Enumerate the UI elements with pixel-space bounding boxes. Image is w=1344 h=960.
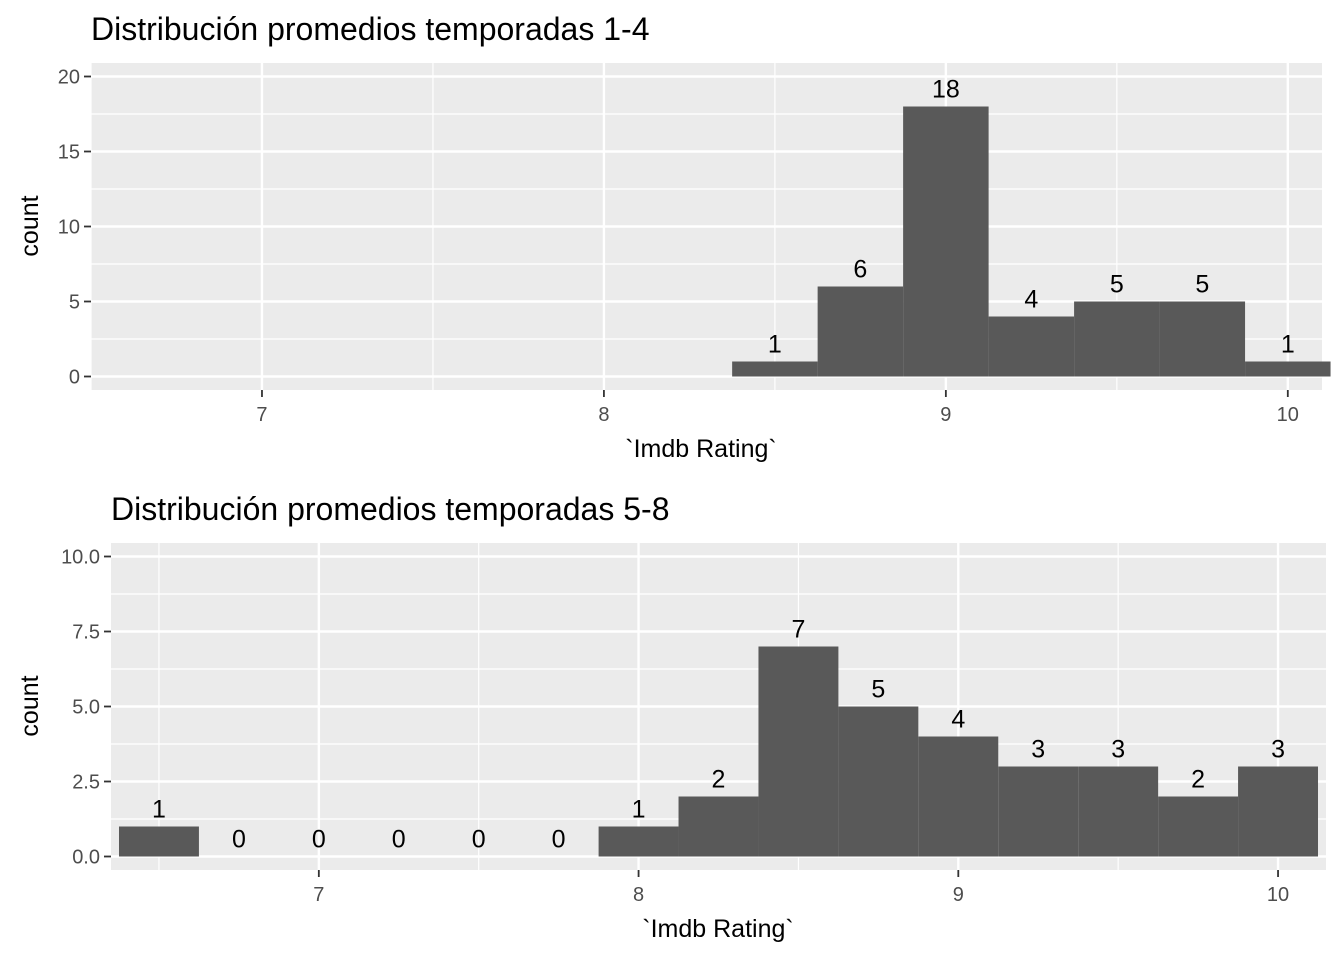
y-tick-label: 5 (69, 292, 80, 314)
x-tick-label: 10 (1277, 404, 1299, 426)
histogram-bar (918, 736, 999, 857)
histogram-bar (758, 646, 839, 857)
y-tick-label: 7.5 (72, 622, 100, 644)
bar-count-label: 1 (152, 796, 166, 824)
x-tick-label: 8 (633, 884, 644, 906)
y-tick-label: 20 (58, 67, 80, 89)
bar-count-label: 1 (1281, 331, 1295, 359)
bar-count-label: 0 (392, 826, 406, 854)
histogram-bar (1238, 766, 1319, 857)
histogram-bar (118, 826, 199, 857)
bar-count-label: 5 (871, 676, 885, 704)
bar-count-label: 5 (1110, 271, 1124, 299)
bar-count-label: 3 (1111, 736, 1125, 764)
bar-count-label: 4 (1024, 286, 1038, 314)
bar-count-label: 5 (1195, 271, 1209, 299)
histogram-bar (1159, 301, 1246, 377)
bar-count-label: 7 (791, 616, 805, 644)
bar-count-label: 2 (712, 766, 726, 794)
y-tick-label: 0.0 (72, 847, 100, 869)
chart-seasons-5-8: Distribución promedios temporadas 5-8 `I… (16, 491, 1326, 943)
bar-count-label: 3 (1031, 736, 1045, 764)
x-axis-title: `Imdb Rating` (642, 915, 793, 943)
histogram-bar (988, 316, 1075, 377)
chart-title: Distribución promedios temporadas 5-8 (111, 491, 669, 527)
y-axis-title: count (16, 195, 44, 256)
bar-count-label: 0 (552, 826, 566, 854)
bar-count-label: 3 (1271, 736, 1285, 764)
y-tick-label: 10 (58, 217, 80, 239)
histogram-bar (1078, 766, 1159, 857)
bar-count-label: 1 (632, 796, 646, 824)
x-axis-title: `Imdb Rating` (625, 435, 776, 463)
histogram-bar (598, 826, 679, 857)
bar-count-label: 2 (1191, 766, 1205, 794)
y-axis-title: count (16, 675, 44, 736)
bar-count-label: 0 (312, 826, 326, 854)
histogram-bar (732, 361, 818, 377)
histogram-bar (1158, 796, 1239, 857)
bar-count-label: 0 (232, 826, 246, 854)
histogram-bar (998, 766, 1079, 857)
histogram-bar (817, 286, 904, 377)
histogram-bar (678, 796, 759, 857)
histogram-bar (903, 106, 989, 377)
x-tick-label: 10 (1267, 884, 1289, 906)
y-tick-label: 0 (69, 367, 80, 389)
bar-count-label: 6 (853, 256, 867, 284)
y-tick-label: 5.0 (72, 697, 100, 719)
bar-count-label: 0 (472, 826, 486, 854)
bar-count-label: 18 (932, 76, 960, 104)
bar-count-label: 4 (951, 706, 965, 734)
x-tick-label: 7 (256, 404, 267, 426)
bar-count-label: 1 (768, 331, 782, 359)
x-tick-label: 9 (953, 884, 964, 906)
x-tick-label: 7 (313, 884, 324, 906)
chart-seasons-1-4: Distribución promedios temporadas 1-4 `I… (16, 11, 1331, 463)
chart-title: Distribución promedios temporadas 1-4 (91, 11, 649, 47)
histogram-bar (1074, 301, 1160, 377)
y-tick-label: 2.5 (72, 772, 100, 794)
histogram-bar (838, 706, 919, 857)
y-tick-label: 15 (58, 142, 80, 164)
y-tick-label: 10.0 (61, 547, 100, 569)
x-tick-label: 9 (940, 404, 951, 426)
x-tick-label: 8 (598, 404, 609, 426)
histogram-bar (1245, 361, 1331, 377)
